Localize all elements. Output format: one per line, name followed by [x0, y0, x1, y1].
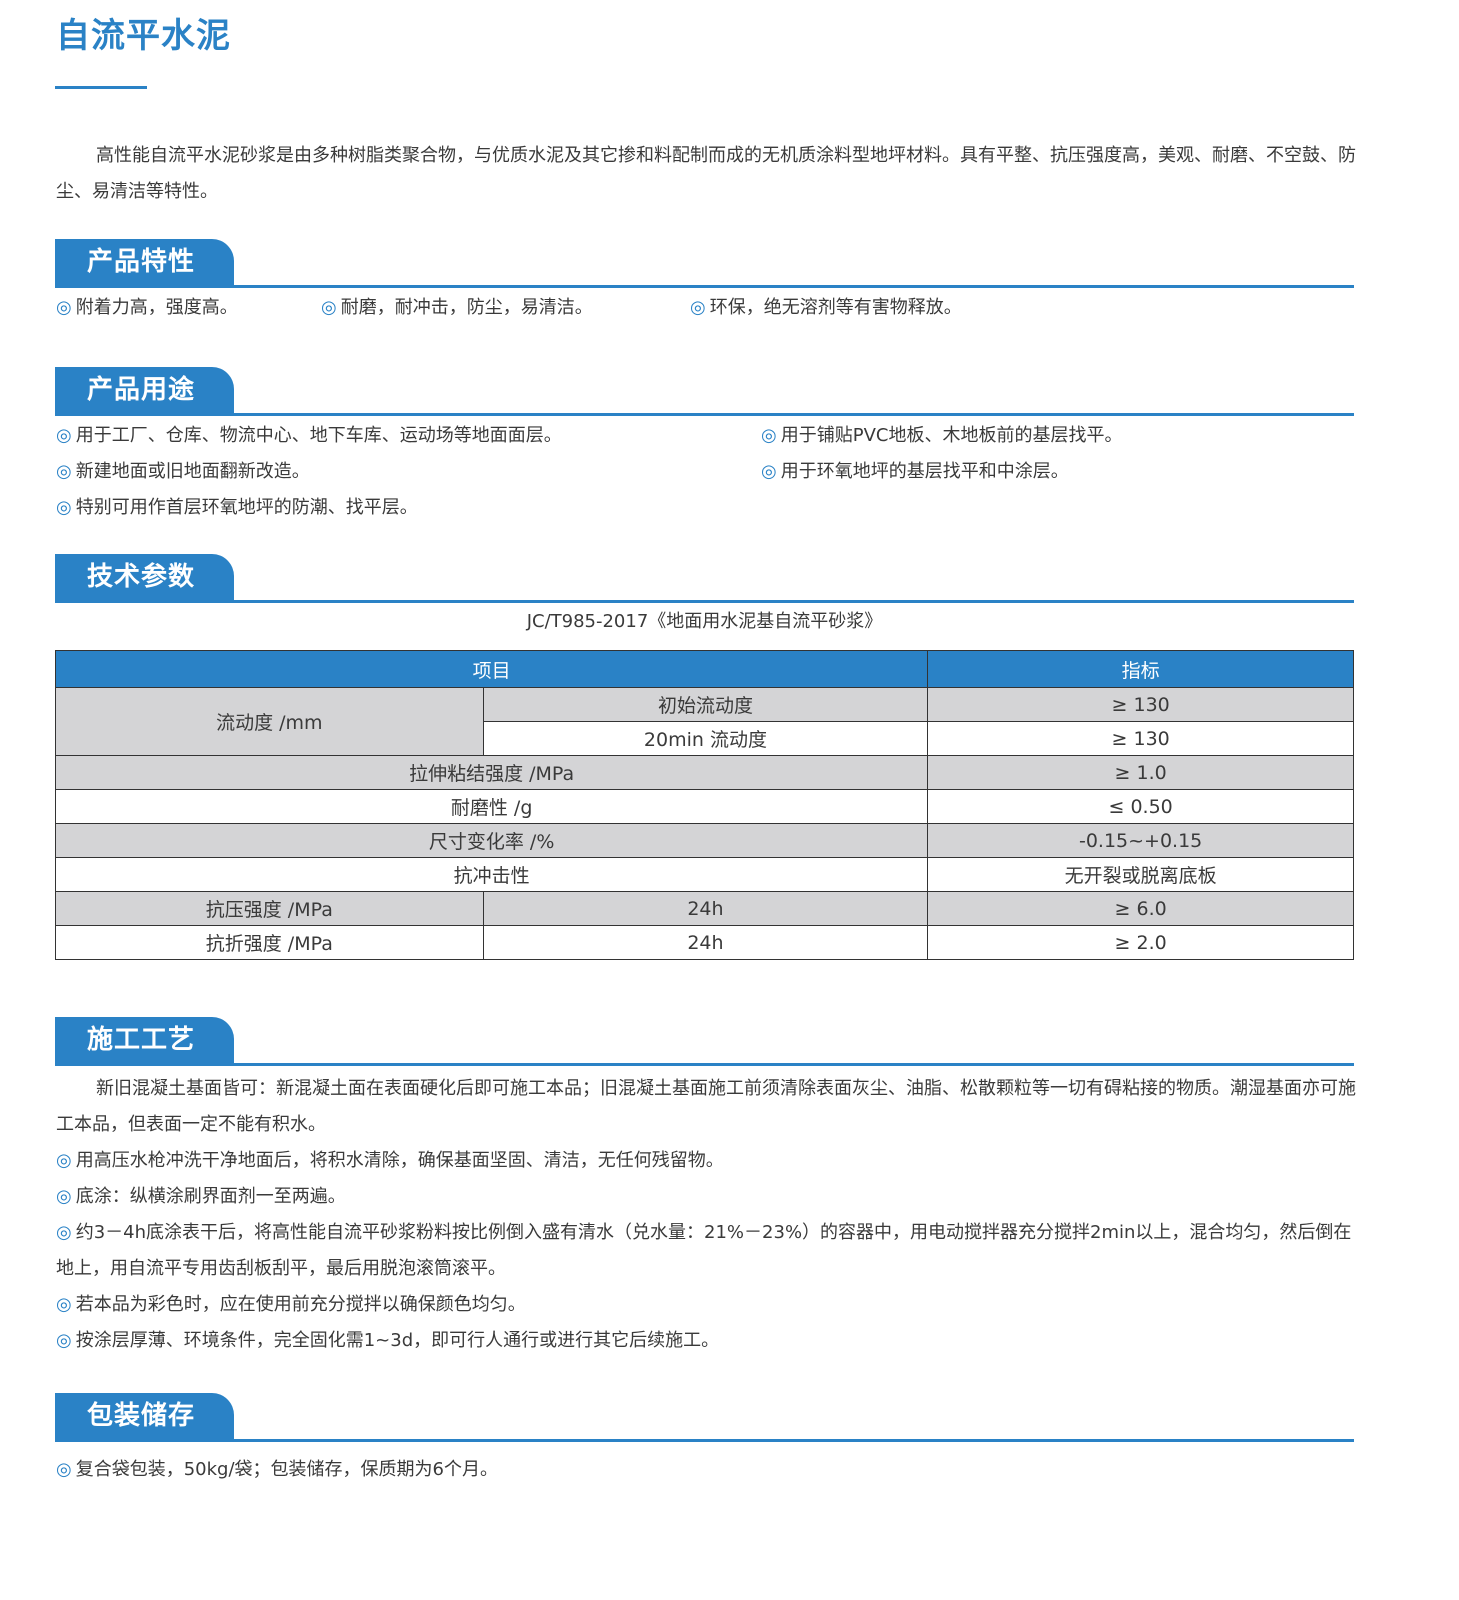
intro-paragraph: 高性能自流平水泥砂浆是由多种树脂类聚合物，与优质水泥及其它掺和料配制而成的无机质…	[56, 145, 1356, 202]
table-row: 抗压强度 /MPa 24h ≥ 6.0	[55, 891, 1354, 926]
table-row: 20min 流动度 ≥ 130	[56, 721, 1354, 756]
list-item: ◎ 用于工厂、仓库、物流中心、地下车库、运动场等地面面层。	[56, 418, 562, 454]
list-item: ◎ 附着力高，强度高。	[56, 290, 238, 326]
list-item: ◎ 耐磨，耐冲击，防尘，易清洁。	[321, 290, 593, 326]
bullet-icon: ◎	[56, 1459, 72, 1480]
item-text: 用于环氧地坪的基层找平和中涂层。	[780, 461, 1069, 482]
list-item: ◎ 环保，绝无溶剂等有害物释放。	[690, 290, 962, 326]
cell: ≥ 2.0	[927, 925, 1354, 960]
bullet-icon: ◎	[56, 1294, 72, 1315]
bullet-icon: ◎	[56, 1330, 72, 1351]
section-storage-header: 包装储存	[55, 1391, 1354, 1442]
item-text: 用于工厂、仓库、物流中心、地下车库、运动场等地面面层。	[75, 425, 562, 446]
cell: ≤ 0.50	[927, 789, 1354, 824]
list-item: ◎ 按涂层厚薄、环境条件，完全固化需1~3d，即可行人通行或进行其它后续施工。	[56, 1323, 719, 1359]
section-process-header: 施工工艺	[55, 1015, 1354, 1066]
bullet-icon: ◎	[56, 497, 72, 518]
cell: 耐磨性 /g	[54, 789, 929, 824]
item-text: 用高压水枪冲洗干净地面后，将积水清除，确保基面坚固、清洁，无任何残留物。	[75, 1150, 724, 1171]
item-text: 特别可用作首层环氧地坪的防潮、找平层。	[75, 497, 418, 518]
cell: 尺寸变化率 /%	[54, 823, 929, 858]
table-row: 抗冲击性 无开裂或脱离底板	[54, 857, 1354, 892]
bullet-icon: ◎	[56, 425, 72, 446]
cell: 20min 流动度	[482, 721, 929, 756]
process-intro: 新旧混凝土基面皆可：新混凝土面在表面硬化后即可施工本品；旧混凝土基面施工前须清除…	[56, 1078, 1356, 1135]
item-text: 新建地面或旧地面翻新改造。	[75, 461, 310, 482]
item-text: 用于铺贴PVC地板、木地板前的基层找平。	[780, 425, 1123, 446]
cell: ≥ 6.0	[927, 891, 1354, 926]
list-item: ◎ 用于环氧地坪的基层找平和中涂层。	[761, 454, 1069, 490]
list-item: ◎ 若本品为彩色时，应在使用前充分搅拌以确保颜色均匀。	[56, 1287, 526, 1323]
list-item: ◎ 用于铺贴PVC地板、木地板前的基层找平。	[761, 418, 1122, 454]
table-header-row: 项目 指标	[54, 650, 1354, 688]
bullet-icon: ◎	[56, 461, 72, 482]
cell: 24h	[482, 925, 929, 960]
cell: 24h	[482, 891, 929, 926]
cell: 初始流动度	[482, 687, 929, 722]
page-title: 自流平水泥	[56, 16, 231, 56]
item-text: 复合袋包装，50kg/袋；包装储存，保质期为6个月。	[75, 1459, 498, 1480]
list-item: ◎ 用高压水枪冲洗干净地面后，将积水清除，确保基面坚固、清洁，无任何残留物。	[56, 1143, 724, 1179]
item-text: 底涂：纵横涂刷界面剂一至两遍。	[75, 1186, 346, 1207]
item-text: 约3－4h底涂表干后，将高性能自流平砂浆粉料按比例倒入盛有清水（兑水量：21%－…	[56, 1222, 1352, 1279]
cell: -0.15~+0.15	[927, 823, 1354, 858]
list-item: ◎ 新建地面或旧地面翻新改造。	[56, 454, 310, 490]
item-text: 附着力高，强度高。	[75, 297, 238, 318]
cell: 抗折强度 /MPa	[55, 925, 484, 960]
tech-table: 项目 指标 流动度 /mm 初始流动度 ≥ 130 20min 流动度 ≥ 130 拉伸…	[54, 650, 1354, 960]
header-item: 项目	[54, 650, 929, 688]
section-uses-header: 产品用途	[55, 365, 1354, 416]
bullet-icon: ◎	[56, 1150, 72, 1171]
title-underline	[55, 86, 147, 89]
table-row: 流动度 /mm 初始流动度 ≥ 130	[55, 687, 1354, 756]
list-item: ◎ 特别可用作首层环氧地坪的防潮、找平层。	[56, 490, 418, 526]
header-index: 指标	[927, 650, 1354, 688]
table-row: 拉伸粘结强度 /MPa ≥ 1.0	[54, 755, 1354, 790]
bullet-icon: ◎	[761, 461, 777, 482]
cell: ≥ 130	[927, 721, 1354, 756]
bullet-icon: ◎	[56, 1222, 72, 1243]
section-heading: 产品用途	[55, 367, 234, 413]
standard-caption: JC/T985-2017《地面用水泥基自流平砂浆》	[526, 611, 883, 632]
list-item: ◎ 复合袋包装，50kg/袋；包装储存，保质期为6个月。	[56, 1452, 498, 1488]
bullet-icon: ◎	[321, 297, 337, 318]
list-item: ◎ 底涂：纵横涂刷界面剂一至两遍。	[56, 1179, 346, 1215]
list-item: ◎ 约3－4h底涂表干后，将高性能自流平砂浆粉料按比例倒入盛有清水（兑水量：21%…	[56, 1215, 1356, 1287]
table-row: 尺寸变化率 /% -0.15~+0.15	[54, 823, 1354, 858]
table-row: 抗折强度 /MPa 24h ≥ 2.0	[55, 925, 1354, 960]
bullet-icon: ◎	[56, 1186, 72, 1207]
cell: 抗冲击性	[54, 857, 929, 892]
cell: ≥ 1.0	[927, 755, 1354, 790]
section-features-header: 产品特性	[55, 237, 1354, 288]
item-text: 耐磨，耐冲击，防尘，易清洁。	[340, 297, 593, 318]
section-heading: 技术参数	[55, 554, 234, 600]
item-text: 环保，绝无溶剂等有害物释放。	[709, 297, 962, 318]
item-text: 按涂层厚薄、环境条件，完全固化需1~3d，即可行人通行或进行其它后续施工。	[75, 1330, 720, 1351]
section-tech-header: 技术参数	[55, 552, 1354, 603]
table-row: 耐磨性 /g ≤ 0.50	[54, 789, 1354, 824]
bullet-icon: ◎	[761, 425, 777, 446]
bullet-icon: ◎	[690, 297, 706, 318]
section-heading: 产品特性	[55, 239, 234, 285]
item-text: 若本品为彩色时，应在使用前充分搅拌以确保颜色均匀。	[75, 1294, 526, 1315]
cell: 无开裂或脱离底板	[927, 857, 1354, 892]
cell: 流动度 /mm	[55, 687, 484, 756]
cell: 拉伸粘结强度 /MPa	[54, 755, 929, 790]
section-heading: 施工工艺	[55, 1017, 234, 1063]
bullet-icon: ◎	[56, 297, 72, 318]
section-heading: 包装储存	[55, 1393, 234, 1439]
cell: 抗压强度 /MPa	[55, 891, 484, 926]
cell: ≥ 130	[927, 687, 1354, 722]
